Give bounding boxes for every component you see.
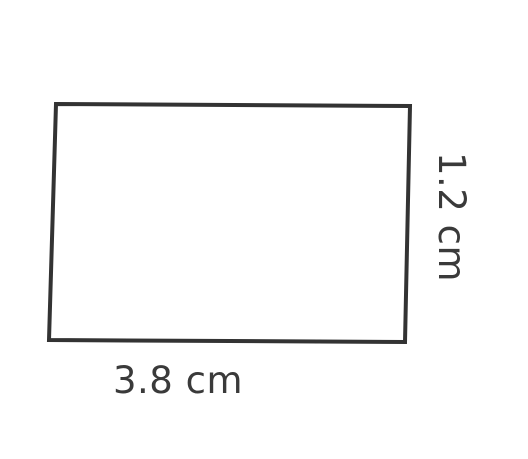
rectangle-shape xyxy=(46,101,413,345)
height-label: 1.2 cm xyxy=(430,152,473,282)
width-label: 3.8 cm xyxy=(113,359,243,402)
